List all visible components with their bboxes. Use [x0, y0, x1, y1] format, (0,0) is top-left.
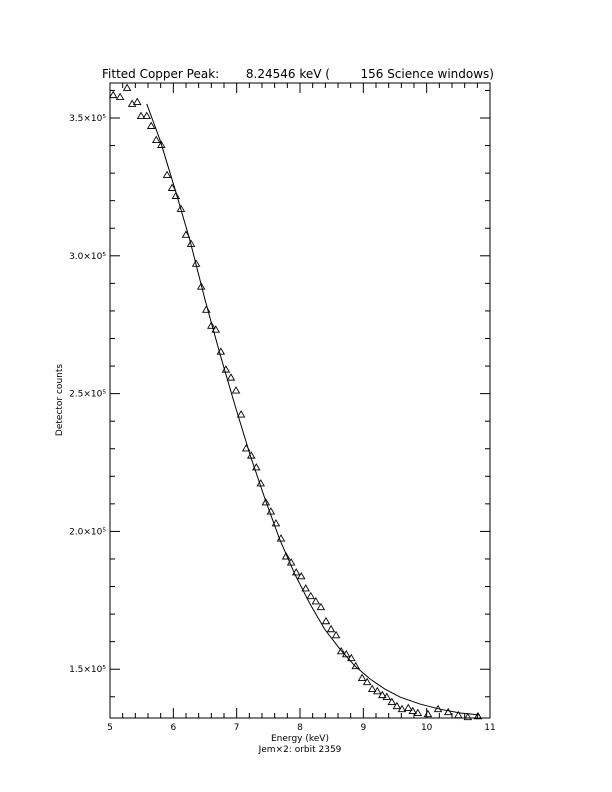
triangle-marker [378, 690, 387, 699]
triangle-marker [397, 704, 407, 713]
triangle-marker [362, 677, 372, 686]
triangle-marker [443, 707, 453, 716]
triangle-marker [311, 597, 321, 605]
triangle-marker [336, 646, 346, 655]
fit-line [146, 103, 480, 716]
triangle-marker [211, 325, 221, 333]
triangle-marker [382, 692, 392, 701]
y-tick-label: 2.5×10⁵ [69, 390, 106, 400]
triangle-marker [306, 591, 316, 600]
subtitle: Jem×2: orbit 2359 [258, 745, 342, 755]
triangle-marker [413, 708, 423, 716]
triangle-marker [372, 686, 382, 695]
triangle-marker [231, 386, 241, 394]
y-tick-label: 3.5×10⁵ [69, 114, 106, 124]
triangle-marker [473, 711, 483, 720]
x-tick-label: 8 [297, 723, 303, 733]
triangle-marker [404, 703, 413, 712]
plot-frame [109, 82, 491, 719]
triangle-marker [357, 673, 367, 681]
y-tick-label: 3.0×10⁵ [69, 252, 106, 262]
y-tick-label: 2.0×10⁵ [69, 527, 106, 537]
triangle-marker [108, 90, 118, 99]
triangle-marker [176, 204, 186, 212]
triangle-marker [301, 584, 310, 592]
triangle-marker [281, 552, 291, 560]
triangle-marker [171, 191, 181, 199]
triangle-marker [207, 321, 216, 329]
triangle-marker [196, 282, 206, 290]
x-tick-label: 10 [421, 723, 433, 733]
x-tick-label: 9 [360, 723, 366, 733]
x-tick-label: 6 [170, 723, 176, 733]
triangle-marker [423, 709, 433, 718]
triangle-marker [115, 92, 125, 101]
triangle-marker [157, 140, 166, 148]
triangle-marker [296, 571, 306, 580]
triangle-marker [454, 710, 463, 719]
triangle-marker [463, 712, 473, 721]
triangle-marker [321, 616, 331, 625]
triangle-marker [351, 661, 361, 670]
triangle-marker [326, 624, 336, 633]
triangle-marker [167, 183, 177, 191]
triangle-marker [331, 630, 341, 639]
triangle-marker [226, 373, 236, 381]
triangle-marker [146, 121, 156, 129]
triangle-marker [291, 568, 301, 576]
triangle-marker [142, 111, 152, 120]
x-tick-label: 7 [234, 723, 240, 733]
triangle-marker [387, 697, 397, 705]
triangle-marker [236, 410, 246, 418]
triangle-marker [347, 653, 356, 662]
y-axis-label: Detector counts [55, 364, 65, 436]
triangle-marker [132, 97, 142, 105]
triangle-marker [316, 602, 326, 611]
x-tick-label: 5 [107, 723, 113, 733]
triangle-marker [151, 135, 161, 144]
triangle-marker [408, 706, 418, 715]
triangle-marker [136, 111, 146, 120]
triangle-marker [162, 170, 172, 179]
x-tick-label: 11 [484, 723, 495, 733]
x-axis-label: Energy (keV) [271, 734, 329, 744]
y-tick-label: 1.5×10⁵ [69, 665, 106, 675]
chart-title: Fitted Copper Peak: 8.24546 keV ( 156 Sc… [102, 67, 494, 81]
triangle-marker [367, 684, 377, 693]
triangle-marker [122, 83, 132, 91]
triangle-marker [261, 498, 271, 506]
triangle-marker [392, 701, 402, 710]
